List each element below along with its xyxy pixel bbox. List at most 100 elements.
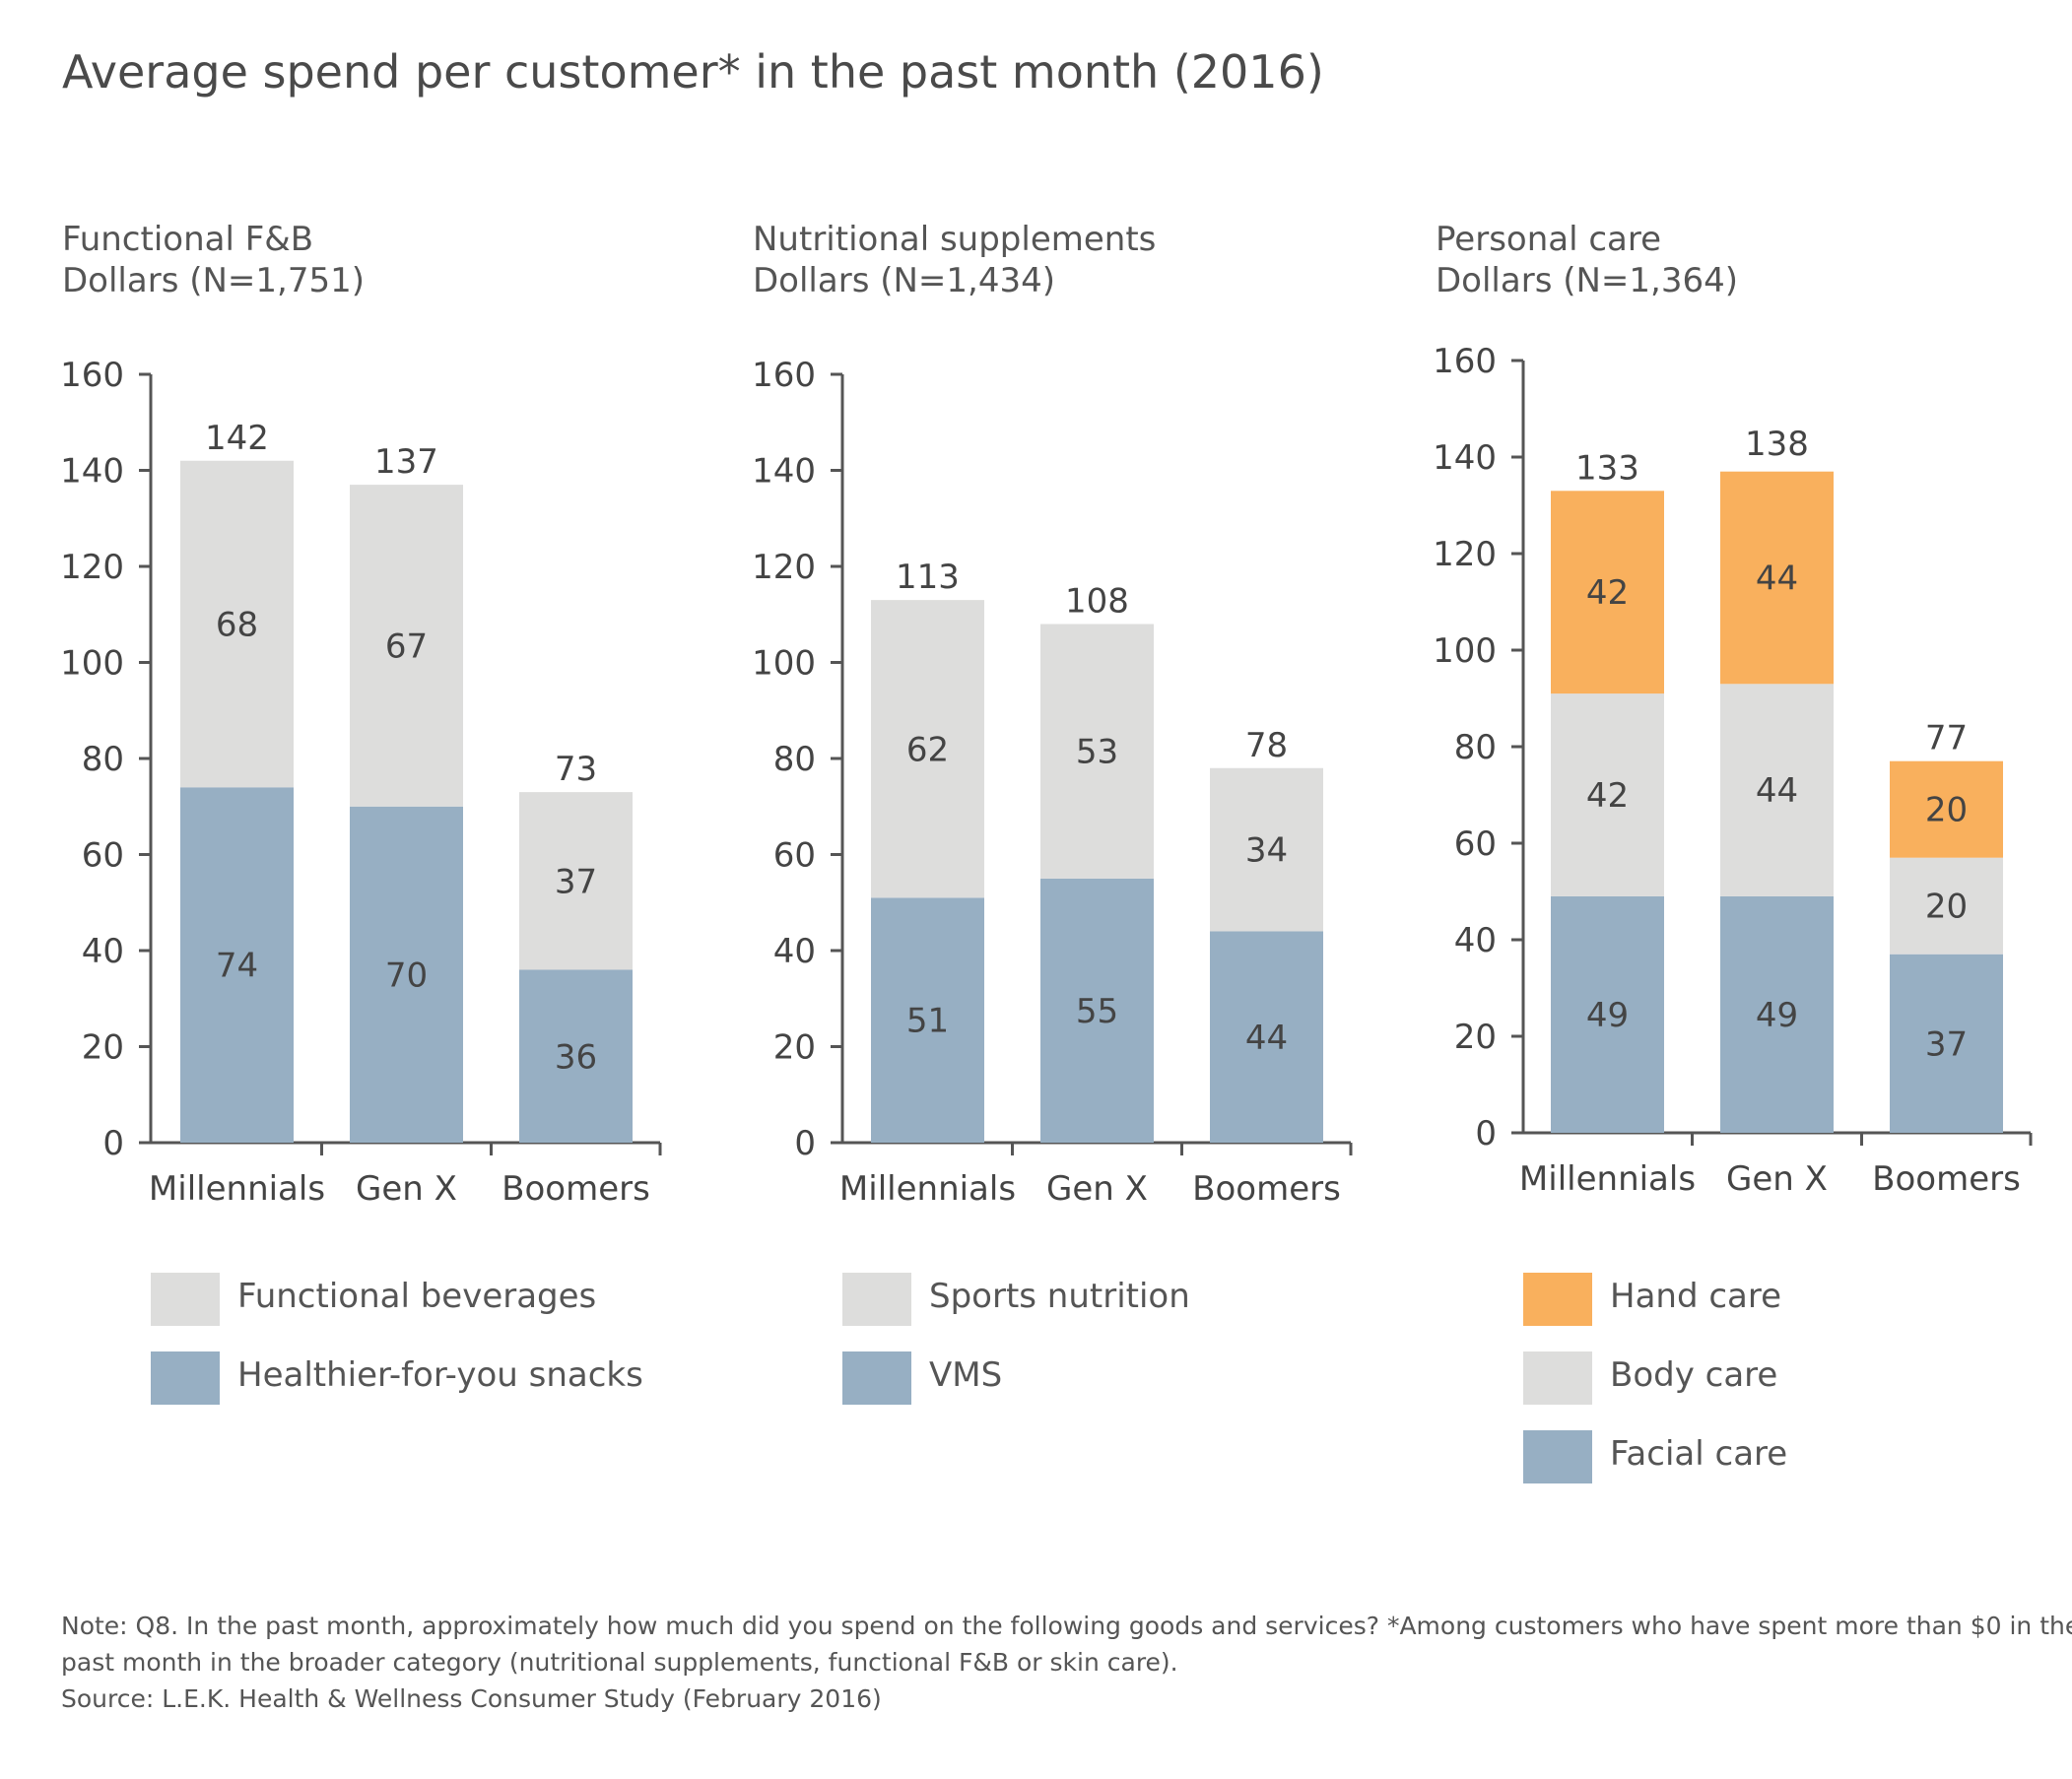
legend-label: Healthier-for-you snacks	[237, 1355, 643, 1395]
panel-subtitle: Dollars (N=1,751)	[62, 261, 365, 300]
y-tick-label: 120	[60, 548, 124, 587]
data-label-hand-care: 20	[1925, 791, 1968, 830]
y-tick-label: 60	[773, 836, 816, 876]
y-tick-label: 40	[1454, 921, 1497, 960]
y-tick-label: 160	[752, 356, 816, 395]
footnote-source: Source: L.E.K. Health & Wellness Consume…	[61, 1684, 882, 1713]
bar-segment-sports-nutrition	[1210, 767, 1323, 932]
data-label-hand-care: 42	[1586, 573, 1629, 613]
bar-segment-hand-care	[1551, 491, 1664, 694]
bar-total-label: 133	[1575, 448, 1639, 488]
data-label-facial-care: 37	[1925, 1024, 1968, 1064]
x-category-label: Boomers	[1192, 1169, 1341, 1209]
data-label-facial-care: 49	[1586, 996, 1629, 1035]
panel-heading: Nutritional supplements	[753, 220, 1157, 259]
bar-segment-healthier-for-you-snacks	[519, 969, 633, 1143]
y-tick-label: 160	[1433, 342, 1497, 381]
bar-total-label: 113	[896, 558, 960, 597]
legend-label: Body care	[1610, 1355, 1778, 1395]
data-label-healthier-for-you-snacks: 74	[216, 947, 258, 986]
y-tick-label: 100	[60, 644, 124, 684]
legend-swatch	[842, 1273, 911, 1326]
data-label-sports-nutrition: 34	[1245, 831, 1288, 871]
y-tick-label: 40	[773, 932, 816, 971]
footnote-note-line-1: Note: Q8. In the past month, approximate…	[61, 1612, 2072, 1640]
x-category-label: Millennials	[149, 1169, 325, 1209]
footnote-note-line-2: past month in the broader category (nutr…	[61, 1648, 1178, 1677]
data-label-functional-beverages: 37	[555, 862, 597, 901]
y-tick-label: 60	[82, 836, 124, 876]
bar-segment-body-care	[1890, 857, 2003, 955]
panel-heading: Personal care	[1436, 220, 1662, 259]
bar-segment-sports-nutrition	[1040, 624, 1154, 879]
data-label-healthier-for-you-snacks: 70	[385, 955, 428, 995]
data-label-vms: 51	[906, 1002, 949, 1041]
panel-title-functional-fb: Functional F&B Dollars (N=1,751)	[62, 219, 365, 301]
x-category-label: Gen X	[356, 1169, 457, 1209]
bar-total-label: 142	[205, 419, 269, 458]
bar-segment-facial-care	[1551, 895, 1664, 1133]
data-label-sports-nutrition: 62	[906, 730, 949, 769]
footnote: Note: Q8. In the past month, approximate…	[61, 1608, 2072, 1717]
x-category-label: Gen X	[1046, 1169, 1148, 1209]
legend-label: Sports nutrition	[929, 1277, 1190, 1316]
bar-total-label: 73	[555, 750, 597, 789]
y-tick-label: 60	[1454, 824, 1497, 864]
bar-segment-facial-care	[1890, 954, 2003, 1133]
y-tick-label: 100	[752, 644, 816, 684]
y-tick-label: 20	[773, 1028, 816, 1068]
y-tick-label: 100	[1433, 631, 1497, 671]
data-label-body-care: 20	[1925, 888, 1968, 927]
panel-heading: Functional F&B	[62, 220, 314, 259]
bar-segment-body-care	[1720, 684, 1834, 896]
legend-label: Facial care	[1610, 1434, 1788, 1474]
data-label-healthier-for-you-snacks: 36	[555, 1037, 597, 1077]
bar-segment-functional-beverages	[350, 485, 463, 807]
x-category-label: Boomers	[501, 1169, 650, 1209]
x-category-label: Millennials	[1519, 1159, 1696, 1199]
y-tick-label: 0	[1475, 1114, 1497, 1153]
x-category-label: Boomers	[1872, 1159, 2021, 1199]
y-tick-label: 80	[773, 740, 816, 779]
y-tick-label: 140	[60, 452, 124, 492]
legend-swatch	[1523, 1273, 1592, 1326]
bar-total-label: 78	[1245, 726, 1288, 765]
legend-swatch	[1523, 1430, 1592, 1483]
y-tick-label: 160	[60, 356, 124, 395]
bar-total-label: 77	[1925, 719, 1968, 758]
data-label-body-care: 44	[1756, 771, 1798, 811]
data-label-vms: 55	[1076, 992, 1118, 1031]
bar-segment-vms	[1040, 878, 1154, 1143]
bar-segment-healthier-for-you-snacks	[350, 806, 463, 1143]
y-tick-label: 120	[1433, 535, 1497, 574]
data-label-sports-nutrition: 53	[1076, 733, 1118, 772]
y-tick-label: 140	[752, 452, 816, 492]
y-tick-label: 20	[82, 1028, 124, 1068]
panel-subtitle: Dollars (N=1,364)	[1436, 261, 1738, 300]
data-label-functional-beverages: 68	[216, 606, 258, 645]
bar-segment-healthier-for-you-snacks	[180, 787, 294, 1143]
legend-swatch	[1523, 1351, 1592, 1405]
data-label-functional-beverages: 67	[385, 626, 428, 666]
bar-segment-functional-beverages	[180, 460, 294, 788]
data-label-facial-care: 49	[1756, 996, 1798, 1035]
y-tick-label: 0	[794, 1124, 816, 1163]
bar-segment-hand-care	[1720, 471, 1834, 685]
panel-title-nutritional-supplements: Nutritional supplements Dollars (N=1,434…	[753, 219, 1156, 301]
data-label-body-care: 42	[1586, 776, 1629, 816]
data-label-vms: 44	[1245, 1019, 1288, 1058]
data-label-hand-care: 44	[1756, 560, 1798, 599]
bar-segment-hand-care	[1890, 760, 2003, 858]
bar-total-label: 108	[1065, 582, 1129, 622]
x-category-label: Millennials	[839, 1169, 1016, 1209]
y-tick-label: 80	[1454, 728, 1497, 767]
y-tick-label: 140	[1433, 438, 1497, 478]
y-tick-label: 120	[752, 548, 816, 587]
bar-segment-vms	[871, 897, 984, 1143]
legend-swatch	[151, 1273, 220, 1326]
y-tick-label: 80	[82, 740, 124, 779]
bar-total-label: 138	[1745, 425, 1809, 464]
bar-segment-facial-care	[1720, 895, 1834, 1133]
bar-segment-body-care	[1551, 693, 1664, 896]
